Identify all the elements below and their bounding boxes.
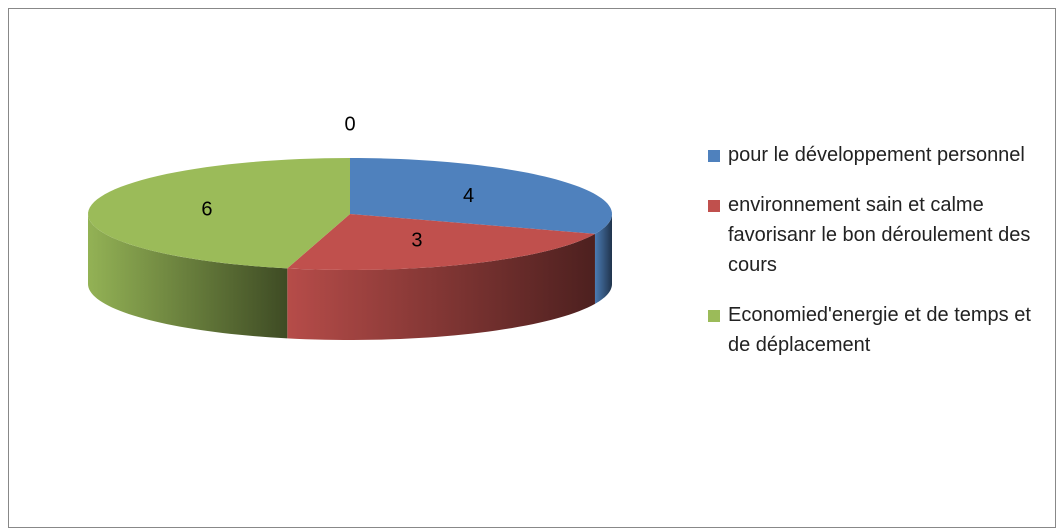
legend-label: pour le développement personnel	[728, 144, 1025, 166]
pie-slice	[88, 158, 350, 269]
data-label: 3	[411, 230, 422, 252]
pie-side	[594, 214, 612, 304]
legend-swatch	[708, 310, 720, 322]
legend-label: environnement sain et calme favorisanr l…	[728, 194, 1031, 276]
pie-side	[287, 233, 595, 340]
pie-side	[88, 214, 288, 339]
data-label: 6	[201, 199, 212, 221]
legend-swatch	[708, 150, 720, 162]
data-label: 0	[344, 113, 355, 135]
legend-item: pour le développement personnel	[708, 140, 1043, 170]
data-label: 4	[463, 185, 474, 207]
legend-label: Economied'energie et de temps et de dépl…	[728, 304, 1031, 356]
legend-swatch	[708, 200, 720, 212]
pie-slice	[287, 214, 595, 270]
legend-item: environnement sain et calme favorisanr l…	[708, 190, 1043, 280]
pie-slice	[350, 158, 612, 234]
legend: pour le développement personnel environne…	[708, 140, 1043, 380]
chart: 4 3 6 0	[88, 113, 612, 340]
legend-item: Economied'energie et de temps et de dépl…	[708, 300, 1043, 360]
